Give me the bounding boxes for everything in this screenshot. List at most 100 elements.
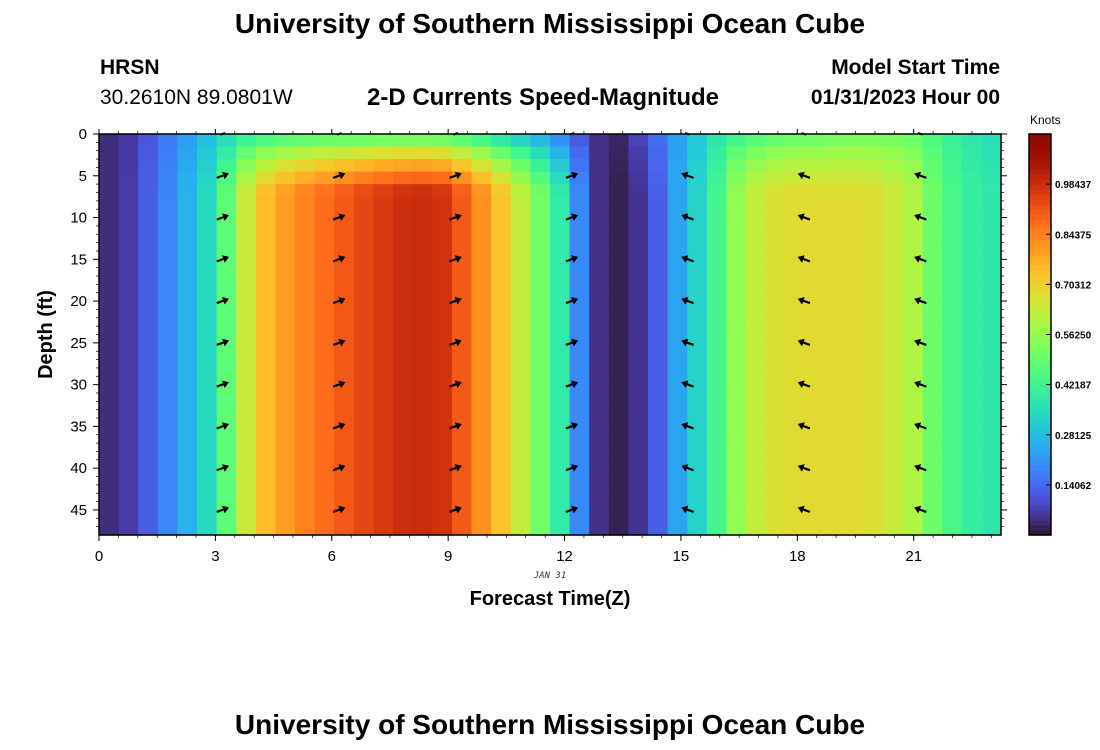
heatmap-cell (746, 246, 767, 260)
heatmap-cell (373, 372, 394, 386)
heatmap-cell (942, 196, 963, 210)
heatmap-cell (765, 472, 786, 486)
heatmap-cell (432, 422, 453, 436)
heatmap-cell (236, 259, 257, 273)
heatmap-cell (981, 334, 1002, 348)
heatmap-cell (863, 397, 884, 411)
heatmap-cell (334, 384, 355, 398)
heatmap-cell (216, 409, 237, 423)
heatmap-cell (687, 509, 708, 524)
heatmap-cell (765, 296, 786, 311)
colorbar-segment (1029, 509, 1051, 516)
heatmap-cell (550, 434, 571, 448)
heatmap-cell (922, 434, 943, 448)
heatmap-cell (550, 184, 571, 198)
heatmap-cell (255, 221, 277, 235)
current-vector-arrow (565, 255, 579, 263)
heatmap-cell (138, 246, 159, 260)
heatmap-cell (118, 134, 139, 148)
heatmap-cell (667, 159, 688, 173)
heatmap-cell (99, 309, 120, 323)
colorbar-segment (1029, 364, 1051, 371)
heatmap-cell (471, 146, 492, 160)
heatmap-cell (667, 447, 688, 461)
heatmap-cell (373, 234, 394, 248)
heatmap-cell (197, 146, 218, 160)
colorbar-segment (1029, 219, 1051, 225)
heatmap-cell (961, 422, 982, 436)
heatmap-cell (922, 522, 943, 536)
heatmap-cell (451, 372, 473, 386)
current-vector-arrow (449, 380, 462, 389)
heatmap-cell (157, 472, 179, 486)
heatmap-cell (706, 309, 728, 323)
current-vector-arrow (216, 422, 229, 430)
heatmap-cell (863, 472, 884, 486)
heatmap-cell (589, 271, 610, 285)
heatmap-cell (824, 134, 845, 148)
heatmap-cell (393, 472, 414, 486)
heatmap-cell (530, 284, 551, 298)
heatmap-cell (883, 409, 904, 423)
heatmap-cell (746, 296, 767, 311)
heatmap-cell (687, 221, 708, 235)
heatmap-cell (550, 484, 571, 499)
heatmap-cell (510, 509, 531, 524)
heatmap-cell (785, 359, 806, 373)
heatmap-cell (804, 184, 826, 198)
heatmap-cell (118, 459, 139, 473)
heatmap-cell (334, 522, 355, 536)
heatmap-cell (687, 347, 708, 361)
heatmap-cell (216, 359, 237, 373)
heatmap-cell (608, 284, 630, 298)
heatmap-cell (412, 221, 433, 235)
heatmap-cell (961, 459, 982, 473)
heatmap-cell (157, 309, 179, 323)
heatmap-cell (177, 209, 198, 223)
heatmap-cell (608, 422, 630, 436)
heatmap-cell (353, 184, 375, 198)
heatmap-cell (451, 484, 473, 499)
current-vector-arrow (332, 171, 346, 180)
heatmap-cell (883, 234, 904, 248)
colorbar-segment (1029, 229, 1051, 235)
heatmap-cell (883, 522, 904, 536)
heatmap-cell (648, 296, 669, 311)
heatmap-cell (255, 509, 277, 524)
colorbar-segment (1029, 414, 1051, 421)
heatmap-cell (491, 246, 512, 260)
heatmap-cell (804, 159, 826, 173)
heatmap-cell (275, 159, 296, 173)
heatmap-cell (99, 459, 120, 473)
heatmap-cell (687, 234, 708, 248)
heatmap-cell (197, 246, 218, 260)
heatmap-cell (491, 271, 512, 285)
heatmap-cell (393, 434, 414, 448)
heatmap-cell (412, 246, 433, 260)
heatmap-cell (393, 134, 414, 148)
heatmap-cell (589, 522, 610, 536)
colorbar-tick-label: 0.56250 (1055, 331, 1092, 342)
current-vector-arrow (332, 380, 346, 389)
heatmap-cell (550, 372, 571, 386)
heatmap-cell (824, 472, 845, 486)
heatmap-cell (550, 422, 571, 436)
heatmap-cell (726, 459, 747, 473)
heatmap-cell (942, 409, 963, 423)
heatmap-cell (628, 409, 649, 423)
colorbar-segment (1029, 359, 1051, 366)
colorbar-segment (1029, 154, 1051, 160)
heatmap-cell (451, 284, 473, 298)
heatmap-cell (569, 221, 590, 235)
heatmap-cell (785, 347, 806, 361)
heatmap-cell (589, 234, 610, 248)
heatmap-cell (216, 196, 237, 210)
heatmap-cell (393, 347, 414, 361)
heatmap-cell (334, 134, 355, 148)
heatmap-cell (746, 484, 767, 499)
heatmap-cell (922, 309, 943, 323)
heatmap-cell (510, 359, 531, 373)
heatmap-cell (373, 472, 394, 486)
heatmap-cell (981, 372, 1002, 386)
heatmap-cell (99, 359, 120, 373)
